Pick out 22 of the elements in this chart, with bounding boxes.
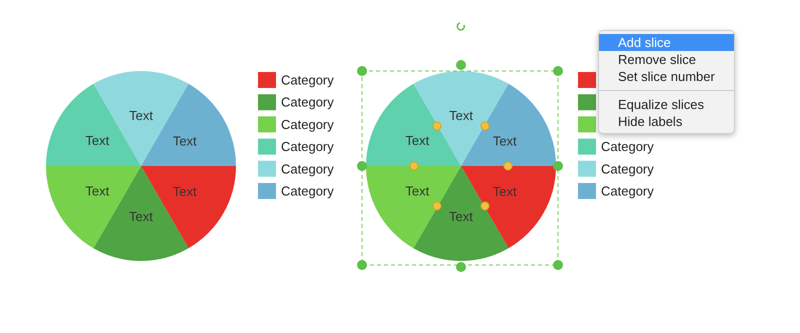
legend-label: Category bbox=[601, 161, 654, 176]
legend-label: Category bbox=[281, 116, 334, 132]
data-label: Text bbox=[172, 184, 198, 199]
legend-label: Category bbox=[281, 161, 334, 176]
data-label: Text bbox=[85, 184, 110, 199]
data-label: Text bbox=[405, 184, 430, 199]
data-label: Text bbox=[492, 184, 518, 199]
legend-label: Category bbox=[281, 72, 334, 88]
data-label: Text bbox=[129, 108, 154, 123]
context-menu: Add slice Remove slice Set slice number Equalize slices Hide labels bbox=[598, 30, 735, 134]
data-label: Text bbox=[129, 209, 154, 224]
data-label: Text bbox=[449, 108, 474, 123]
data-label: Text bbox=[492, 133, 518, 148]
data-label: Text bbox=[85, 133, 110, 148]
data-label: Text bbox=[172, 133, 198, 148]
legend-label: Category bbox=[281, 184, 334, 198]
legend-label: Category bbox=[601, 184, 654, 198]
legend-label: Category bbox=[601, 139, 654, 154]
data-label: Text bbox=[405, 133, 430, 148]
legend-label: Category bbox=[281, 139, 334, 154]
legend-label: Category bbox=[281, 94, 334, 110]
data-label: Text bbox=[449, 209, 474, 224]
